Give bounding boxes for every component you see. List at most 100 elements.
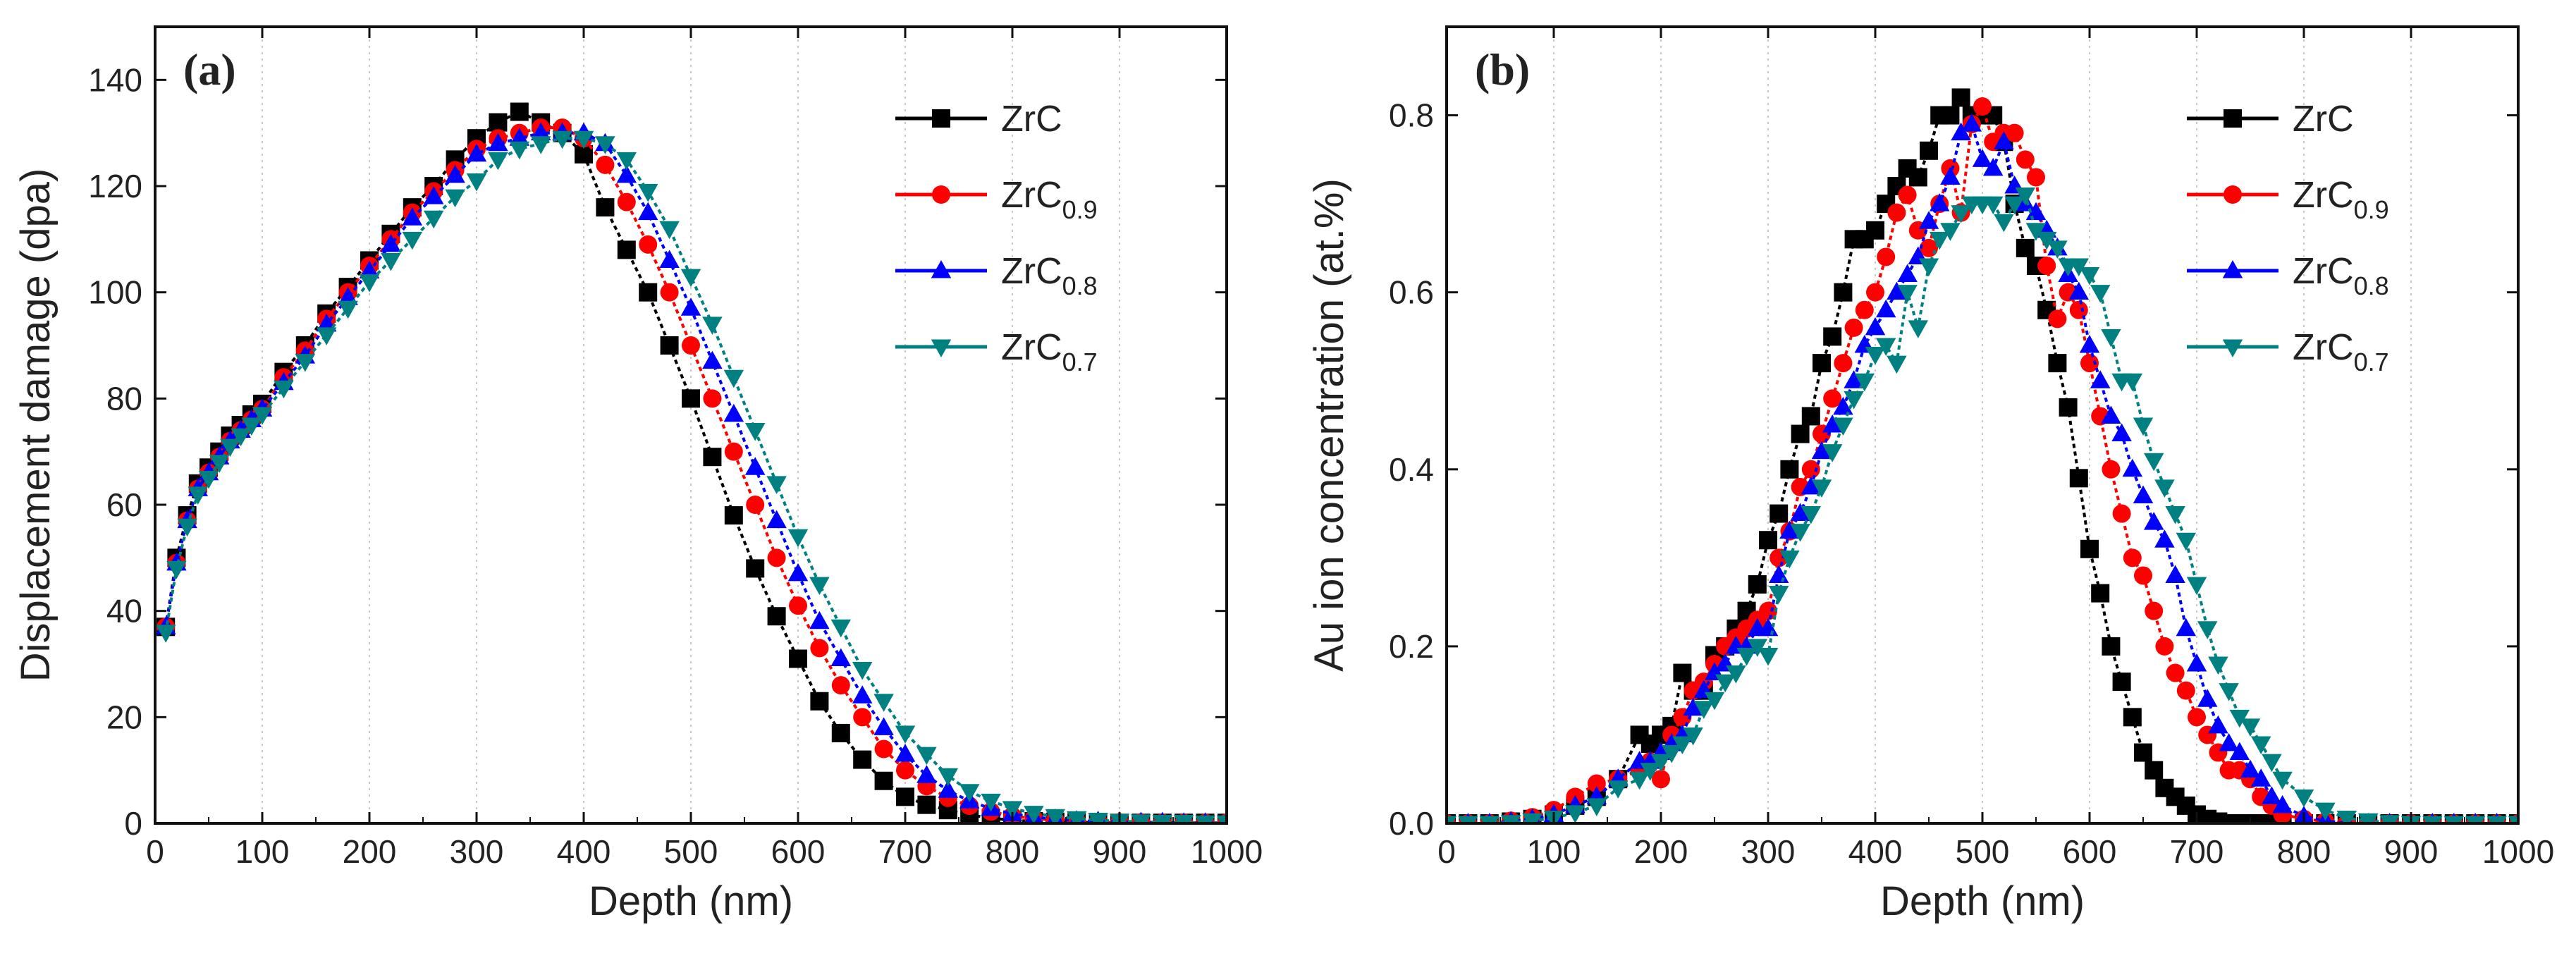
data-point (381, 252, 401, 271)
gridlines (1553, 27, 2412, 823)
data-point (1736, 647, 1757, 666)
data-point (831, 676, 850, 695)
data-point (1726, 665, 1746, 684)
data-point (1918, 211, 1939, 229)
x-tick-label: 100 (1527, 833, 1581, 870)
data-point (852, 685, 873, 704)
legend-marker (931, 339, 952, 357)
data-point (530, 122, 551, 141)
legend-item: ZrC0.9 (895, 175, 1098, 224)
data-point (810, 639, 829, 658)
legend-item: ZrC0.7 (895, 327, 1098, 376)
data-point (2219, 733, 2239, 751)
data-point (2293, 789, 2314, 808)
data-point (177, 518, 197, 537)
data-point (746, 559, 765, 578)
data-point (1152, 814, 1173, 823)
data-point (316, 313, 337, 332)
data-point (1759, 601, 1777, 620)
data-point (423, 186, 444, 204)
data-point (766, 476, 787, 494)
legend-marker (2222, 339, 2243, 357)
data-point (2122, 458, 2143, 477)
y-tick-label: 0.0 (1389, 805, 1434, 842)
data-point (359, 260, 380, 279)
data-point (2069, 469, 2088, 488)
data-point (1918, 258, 1939, 276)
y-tick-label: 40 (106, 593, 142, 630)
data-point (896, 787, 914, 806)
x-tick-label: 200 (343, 833, 397, 870)
data-point (1759, 531, 1777, 550)
data-point (1887, 203, 1906, 222)
y-axis-title: Displacement damage (dpa) (13, 168, 59, 682)
data-point (2188, 708, 2206, 727)
data-point (617, 192, 636, 211)
data-point (874, 739, 893, 759)
data-point (1866, 221, 1884, 240)
data-point (2176, 681, 2195, 700)
legend: ZrC ZrC0.9 ZrC0.8 ZrC0.7 (895, 99, 1098, 376)
data-point (274, 380, 294, 399)
data-point (2143, 453, 2164, 472)
data-point (874, 771, 893, 790)
data-point (2079, 335, 2100, 353)
data-point (895, 744, 916, 762)
data-point (1940, 223, 1961, 241)
data-point (573, 130, 594, 149)
data-point (2037, 257, 2056, 275)
data-point (2134, 566, 2152, 585)
data-point (2069, 300, 2088, 319)
x-tick-label: 800 (986, 833, 1040, 870)
data-point (723, 369, 744, 388)
data-point (2025, 223, 2047, 241)
data-point (1801, 460, 1820, 479)
data-point (896, 761, 914, 780)
data-point (2112, 673, 2131, 692)
data-point (916, 747, 937, 766)
data-point (2176, 618, 2197, 637)
data-point (1500, 815, 1521, 823)
data-point (2229, 709, 2250, 728)
data-point (1748, 575, 1767, 594)
data-point (2047, 240, 2068, 259)
data-point (1790, 503, 1810, 522)
data-point (359, 274, 380, 293)
data-point (1565, 805, 1586, 823)
x-axis: 0 100 200 300 400 500 600 700 800 900 1000 Depth (n… (146, 27, 1263, 924)
data-point (1704, 692, 1725, 711)
data-point (1801, 476, 1822, 495)
data-point (2027, 168, 2045, 187)
data-point (2486, 816, 2507, 823)
data-point (2154, 479, 2175, 498)
legend-subscript: 0.8 (1062, 271, 1098, 300)
x-tick-label: 400 (557, 833, 611, 870)
data-point (1791, 424, 1810, 443)
data-point (1844, 318, 1863, 337)
legend-item: ZrC (895, 99, 1062, 140)
x-tick-label: 900 (2384, 833, 2439, 870)
data-point (1855, 300, 1874, 319)
series-line (164, 131, 1227, 823)
data-point (1747, 639, 1768, 657)
series-ZrC-0.9 (157, 118, 1227, 823)
data-point (703, 389, 722, 408)
y-tick-label: 140 (88, 61, 142, 98)
data-point (466, 173, 487, 192)
data-point (1683, 697, 1703, 716)
data-point (2112, 504, 2131, 523)
data-point (873, 717, 894, 735)
data-point (746, 496, 765, 514)
data-point (1586, 798, 1607, 816)
data-point (2186, 577, 2207, 595)
data-point (1607, 780, 1629, 799)
data-point (1898, 185, 1917, 204)
data-point (616, 164, 637, 183)
x-tick-label: 300 (1741, 833, 1796, 870)
data-point (682, 389, 700, 408)
gridlines (262, 27, 1120, 823)
data-point (2091, 584, 2110, 603)
data-point (616, 152, 637, 171)
data-point (2229, 742, 2250, 761)
data-point (789, 649, 807, 668)
